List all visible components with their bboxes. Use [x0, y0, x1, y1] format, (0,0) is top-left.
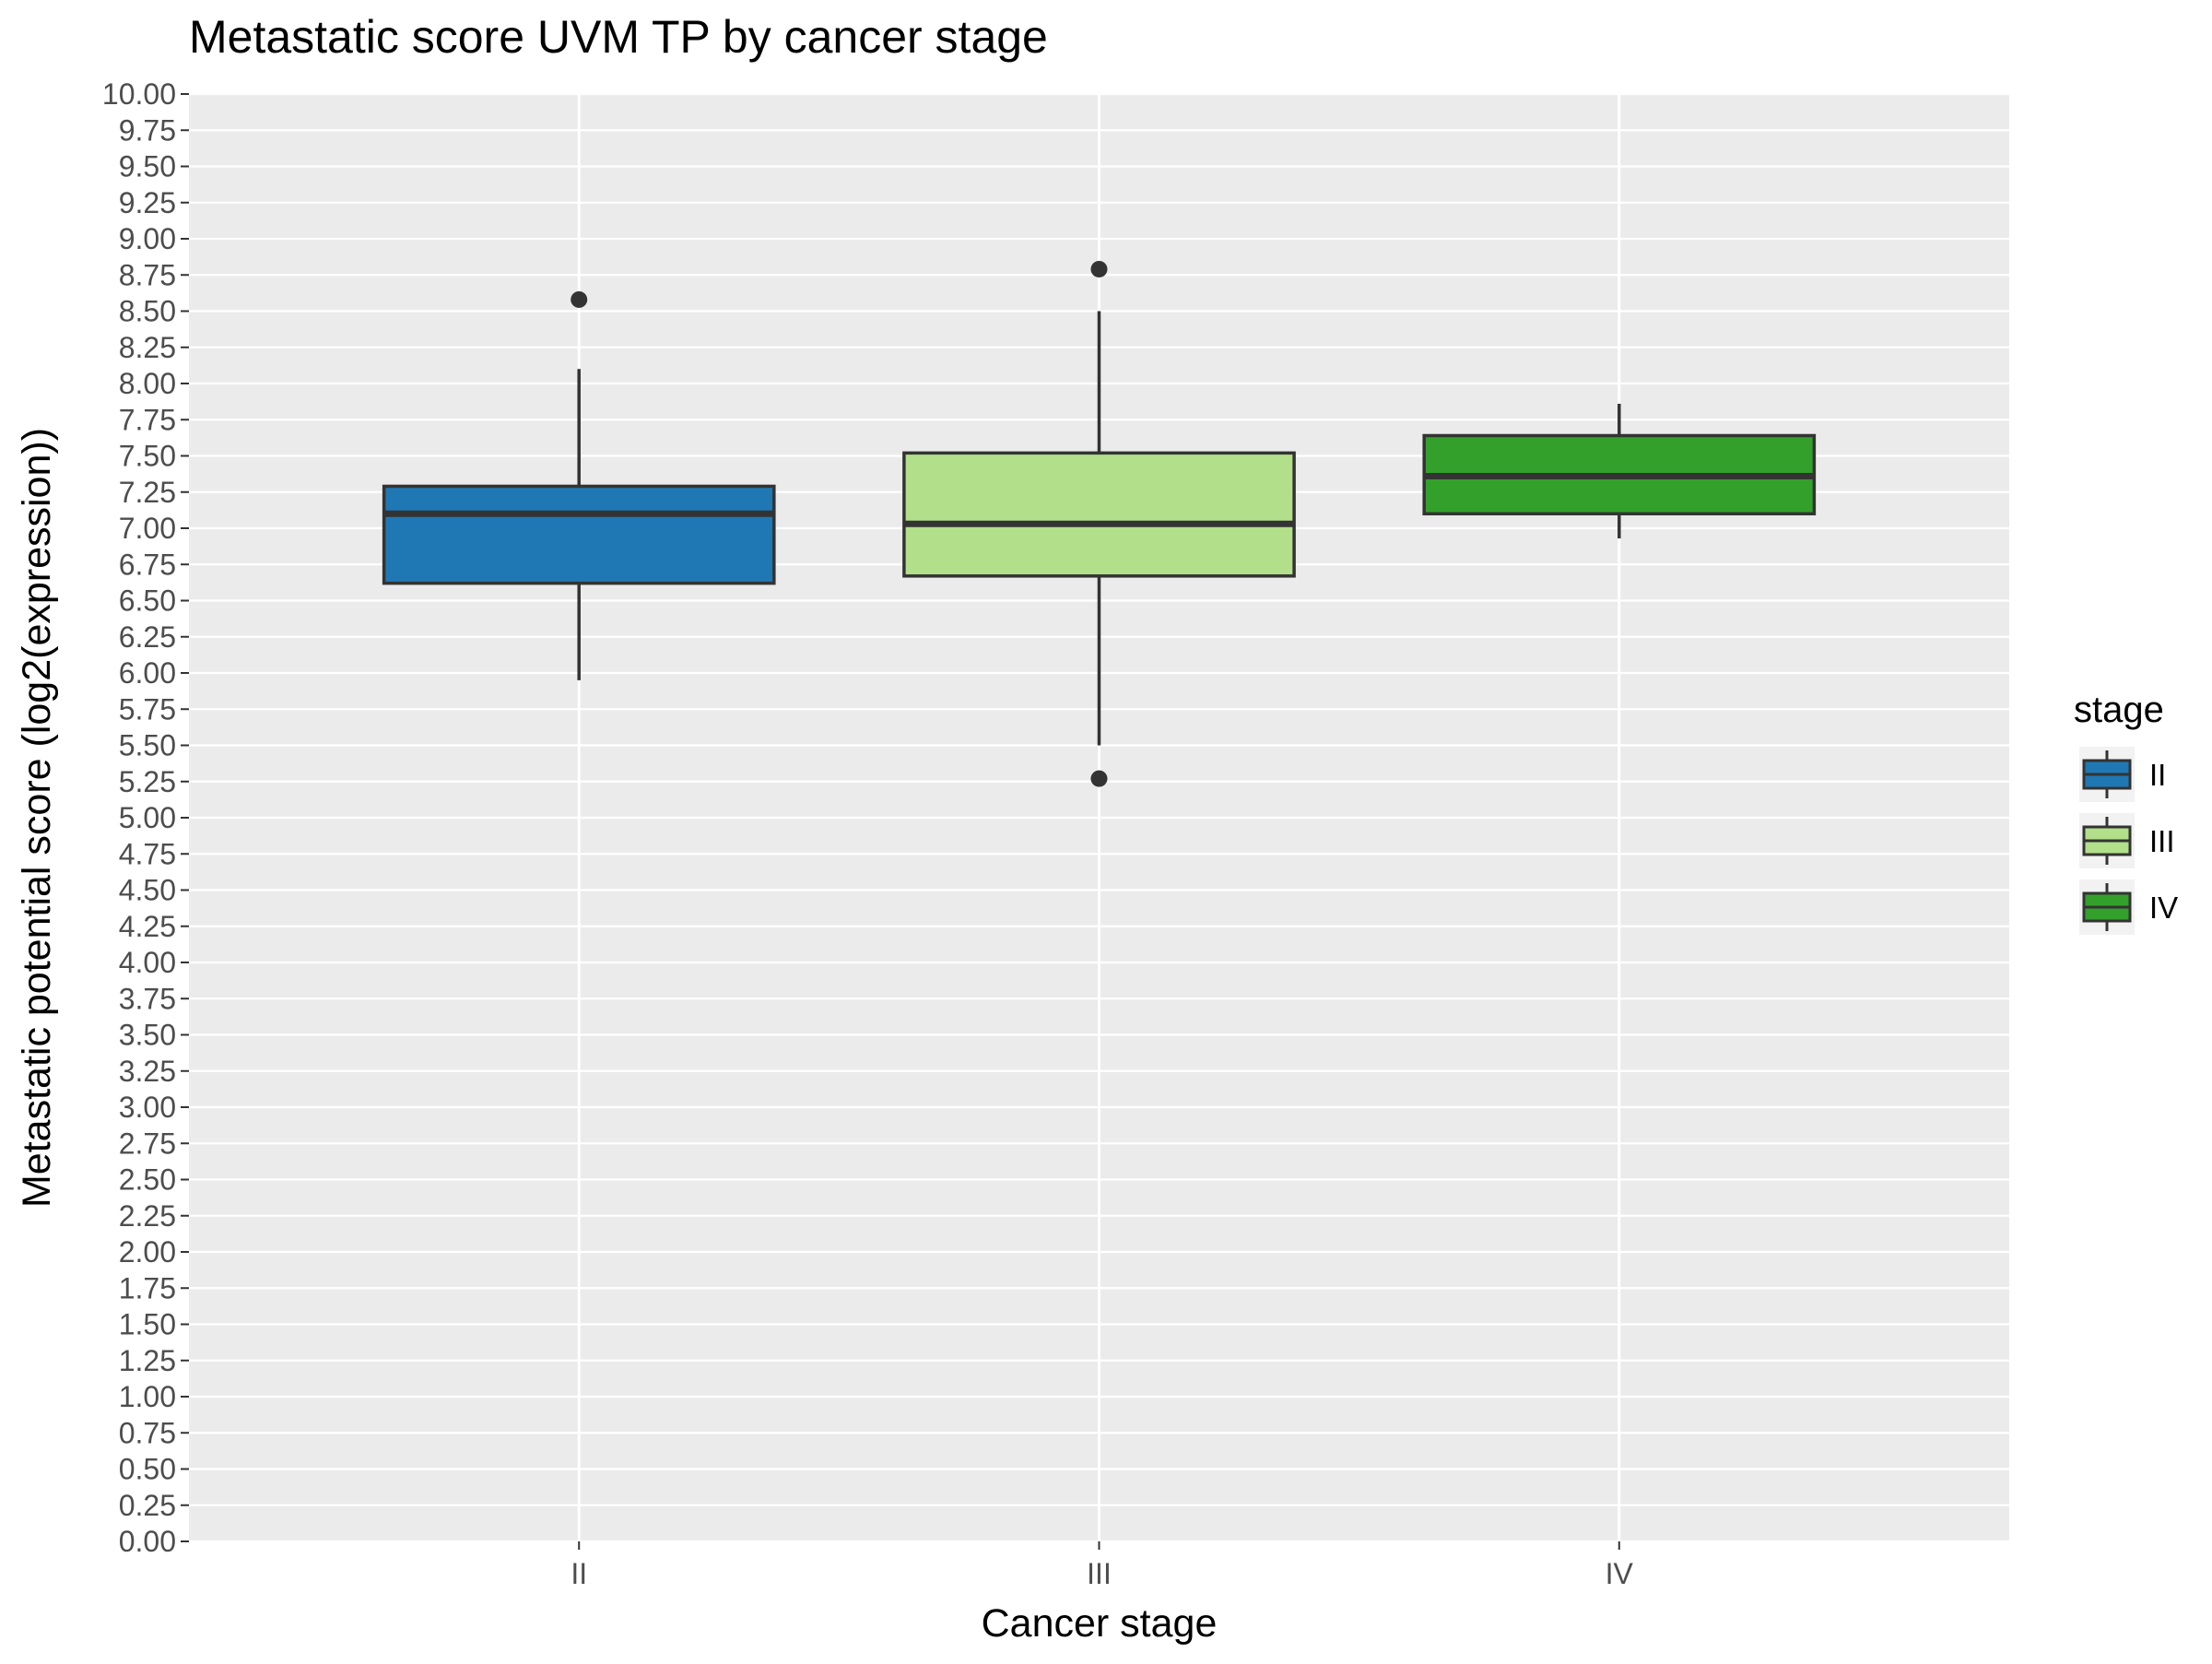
y-tick-label: 6.50: [119, 584, 176, 618]
y-tick-label: 2.25: [119, 1199, 176, 1233]
x-axis: II III IV: [571, 1541, 1634, 1590]
y-tick-label: 0.25: [119, 1489, 176, 1522]
y-tick-label: 0.00: [119, 1525, 176, 1558]
boxes: [382, 260, 1817, 787]
y-tick-label: 4.25: [119, 910, 176, 943]
y-tick-label: 9.50: [119, 150, 176, 183]
y-tick-label: 9.75: [119, 113, 176, 147]
y-tick-label: 7.50: [119, 440, 176, 473]
legend-label: IV: [2149, 891, 2178, 925]
x-tick-label: II: [571, 1557, 587, 1590]
y-tick-label: 8.75: [119, 258, 176, 291]
y-tick-label: 4.50: [119, 874, 176, 907]
y-tick-label: 4.75: [119, 837, 176, 870]
y-tick-label: 2.50: [119, 1163, 176, 1197]
y-axis-title: Metastatic potential score (log2(express…: [15, 428, 59, 1208]
y-tick-label: 5.00: [119, 801, 176, 834]
y-tick-label: 9.25: [119, 186, 176, 219]
y-tick-label: 7.75: [119, 403, 176, 436]
chart-title: Metastatic score UVM TP by cancer stage: [189, 11, 1048, 63]
x-axis-title: Cancer stage: [982, 1601, 1218, 1646]
legend-label: III: [2149, 824, 2175, 858]
y-tick-label: 3.50: [119, 1019, 176, 1052]
y-tick-label: 8.00: [119, 367, 176, 400]
legend-title: stage: [2074, 690, 2164, 730]
y-tick-label: 3.25: [119, 1055, 176, 1088]
y-tick-label: 2.75: [119, 1127, 176, 1160]
y-tick-label: 6.00: [119, 656, 176, 690]
box-body: [382, 484, 776, 585]
y-tick-label: 5.75: [119, 692, 176, 726]
y-tick-label: 8.25: [119, 331, 176, 364]
legend-label: II: [2149, 758, 2166, 792]
y-tick-label: 1.50: [119, 1308, 176, 1341]
y-tick-label: 3.00: [119, 1091, 176, 1124]
outlier-point: [1090, 770, 1108, 787]
y-tick-label: 0.50: [119, 1453, 176, 1486]
outlier-point: [1090, 260, 1108, 277]
y-tick-label: 6.75: [119, 548, 176, 581]
box-III: [902, 260, 1296, 787]
y-tick-label: 1.25: [119, 1344, 176, 1377]
y-tick-label: 1.00: [119, 1380, 176, 1413]
x-tick-label: III: [1087, 1557, 1112, 1590]
y-tick-label: 0.75: [119, 1416, 176, 1449]
y-tick-label: 9.00: [119, 222, 176, 255]
y-tick-label: 7.25: [119, 476, 176, 509]
y-tick-label: 5.50: [119, 729, 176, 762]
y-tick-label: 6.25: [119, 620, 176, 654]
y-tick-label: 1.75: [119, 1271, 176, 1304]
outlier-point: [571, 290, 588, 308]
y-tick-label: 10.00: [102, 77, 176, 111]
y-tick-label: 2.00: [119, 1235, 176, 1269]
y-tick-label: 8.50: [119, 295, 176, 328]
y-tick-label: 3.75: [119, 982, 176, 1015]
box-II: [382, 290, 776, 680]
y-axis: 0.000.250.50 0.751.001.251.50 1.752.002.25…: [102, 77, 189, 1558]
y-tick-label: 7.00: [119, 512, 176, 545]
box-IV: [1422, 403, 1817, 538]
legend-key-III: [2079, 813, 2135, 868]
y-tick-label: 4.00: [119, 946, 176, 979]
box-body: [902, 451, 1296, 578]
legend-key-IV: [2079, 879, 2135, 935]
x-tick-label: IV: [1606, 1557, 1634, 1590]
legend-key-II: [2079, 747, 2135, 802]
y-tick-label: 5.25: [119, 765, 176, 798]
